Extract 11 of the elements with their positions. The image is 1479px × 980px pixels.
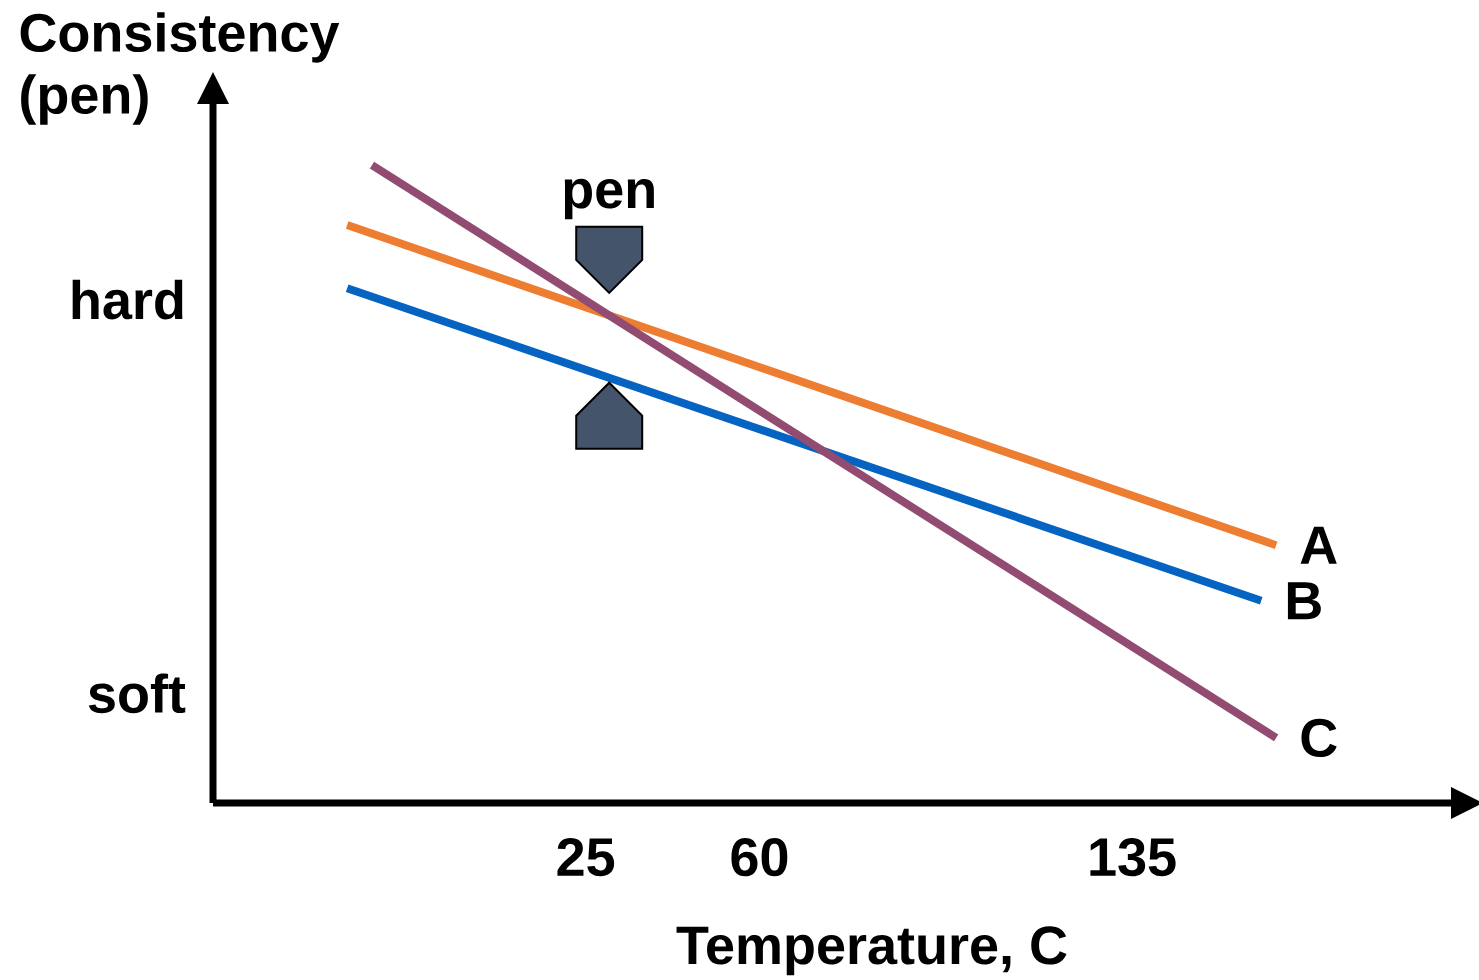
x-tick-label: 60 <box>731 838 788 877</box>
series-label: A <box>1300 526 1337 564</box>
series-label: C <box>1301 718 1337 758</box>
x-tick-label: 25 <box>557 838 615 877</box>
annotation: pen <box>564 178 654 220</box>
series-label: B <box>1287 582 1321 620</box>
x-tick-label: 135 <box>1090 838 1176 877</box>
y-axis-title: Consistency (pen) <box>20 12 340 125</box>
text: soft <box>88 673 186 714</box>
x-axis-title: Temperature, C <box>676 926 1067 976</box>
text: hard <box>72 279 183 320</box>
